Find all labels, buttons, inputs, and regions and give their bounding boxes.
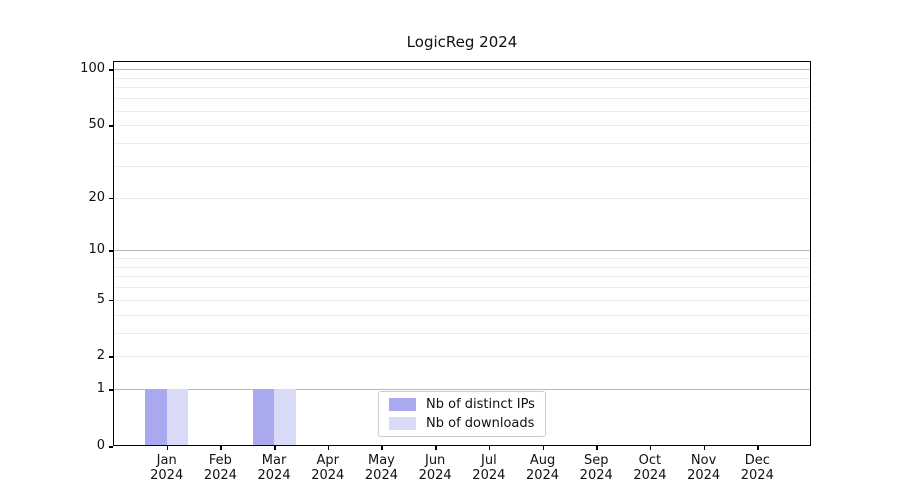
gridline-minor [113, 299, 811, 301]
x-tick-label-year: 2024 [472, 468, 506, 483]
chart-title: LogicReg 2024 [406, 33, 518, 51]
gridline-minor [113, 287, 811, 289]
gridline-major [113, 250, 811, 252]
legend-swatch-downloads [389, 417, 416, 430]
gridline-minor [113, 125, 811, 127]
x-tick-label: Jun 2024 [407, 453, 463, 483]
x-tick-label: Nov 2024 [676, 453, 732, 483]
x-tick-label-year: 2024 [257, 468, 291, 483]
y-tick-label: 50 [88, 117, 105, 133]
x-tickmark [542, 446, 545, 450]
gridline-minor [113, 197, 811, 199]
legend-label-distinct-ips: Nb of distinct IPs [426, 397, 535, 412]
y-tickmark [109, 356, 113, 358]
gridline-minor [113, 77, 811, 79]
x-tickmark [166, 446, 169, 450]
bar-jan-s1 [166, 389, 189, 446]
bar-jan-s0 [145, 389, 167, 446]
x-tick-label: Jul 2024 [461, 453, 517, 483]
legend-label-downloads: Nb of downloads [426, 416, 535, 431]
x-tick-label: Jan 2024 [139, 453, 195, 483]
y-tick-label: 2 [96, 348, 105, 364]
gridline-minor [113, 314, 811, 316]
gridline-minor [113, 142, 811, 144]
x-tick-label-year: 2024 [525, 468, 560, 483]
x-tick-label: Oct 2024 [622, 453, 678, 483]
x-tick-label-year: 2024 [364, 468, 398, 483]
x-tickmark [488, 446, 491, 450]
x-tick-label-year: 2024 [311, 468, 345, 483]
x-tick-label-year: 2024 [687, 468, 721, 483]
x-tick-label: Aug 2024 [515, 453, 571, 483]
y-tick-label: 100 [80, 61, 105, 77]
x-tick-label: Apr 2024 [300, 453, 356, 483]
legend-item-downloads: Nb of downloads [389, 416, 535, 431]
x-tick-label: Dec 2024 [729, 453, 785, 483]
x-tick-label-year: 2024 [150, 468, 184, 483]
y-tickmark [109, 125, 113, 127]
x-tickmark [220, 446, 222, 450]
gridline-minor [113, 356, 811, 358]
x-tick-label-year: 2024 [418, 468, 452, 483]
y-tickmark [109, 69, 113, 71]
gridline-minor [113, 332, 811, 334]
legend-swatch-distinct-ips [389, 398, 416, 411]
bar-mar-s0 [252, 389, 275, 446]
x-tickmark [596, 446, 598, 450]
y-tick-label: 20 [88, 189, 105, 205]
gridline-minor [113, 110, 811, 112]
x-tick-label: May 2024 [353, 453, 409, 483]
legend: Nb of distinct IPs Nb of downloads [378, 391, 546, 437]
y-tickmark [109, 446, 113, 448]
y-tick-label: 10 [88, 242, 105, 258]
gridline-minor [113, 87, 811, 89]
y-tickmark [109, 197, 113, 200]
y-tickmark [109, 299, 113, 302]
plot-area [113, 61, 811, 446]
x-tickmark [703, 446, 706, 450]
gridline-minor [113, 98, 811, 100]
y-tick-label: 1 [96, 381, 105, 397]
gridline-minor [113, 276, 811, 278]
x-tickmark [381, 446, 383, 450]
x-tick-label: Feb 2024 [192, 453, 248, 483]
x-tickmark [649, 446, 652, 450]
y-tick-label: 5 [96, 291, 105, 307]
x-tick-label: Mar 2024 [246, 453, 302, 483]
gridline-minor [113, 165, 811, 167]
gridline-minor [113, 266, 811, 268]
x-tick-label-year: 2024 [740, 468, 774, 483]
x-tick-label: Sep 2024 [568, 453, 624, 483]
gridline-minor [113, 258, 811, 260]
y-tickmark [109, 389, 113, 391]
x-tick-label-year: 2024 [633, 468, 667, 483]
legend-item-distinct-ips: Nb of distinct IPs [389, 397, 535, 412]
x-tickmark [757, 446, 759, 450]
x-tickmark [327, 446, 330, 450]
y-tickmark [109, 250, 113, 252]
gridline-major [113, 389, 811, 391]
y-tick-label: 0 [96, 438, 105, 453]
x-tick-label-year: 2024 [203, 468, 237, 483]
bar-mar-s1 [274, 389, 296, 446]
gridline-major [113, 69, 811, 71]
x-tickmark [274, 446, 276, 450]
x-tick-label-year: 2024 [579, 468, 613, 483]
x-tickmark [435, 446, 437, 450]
